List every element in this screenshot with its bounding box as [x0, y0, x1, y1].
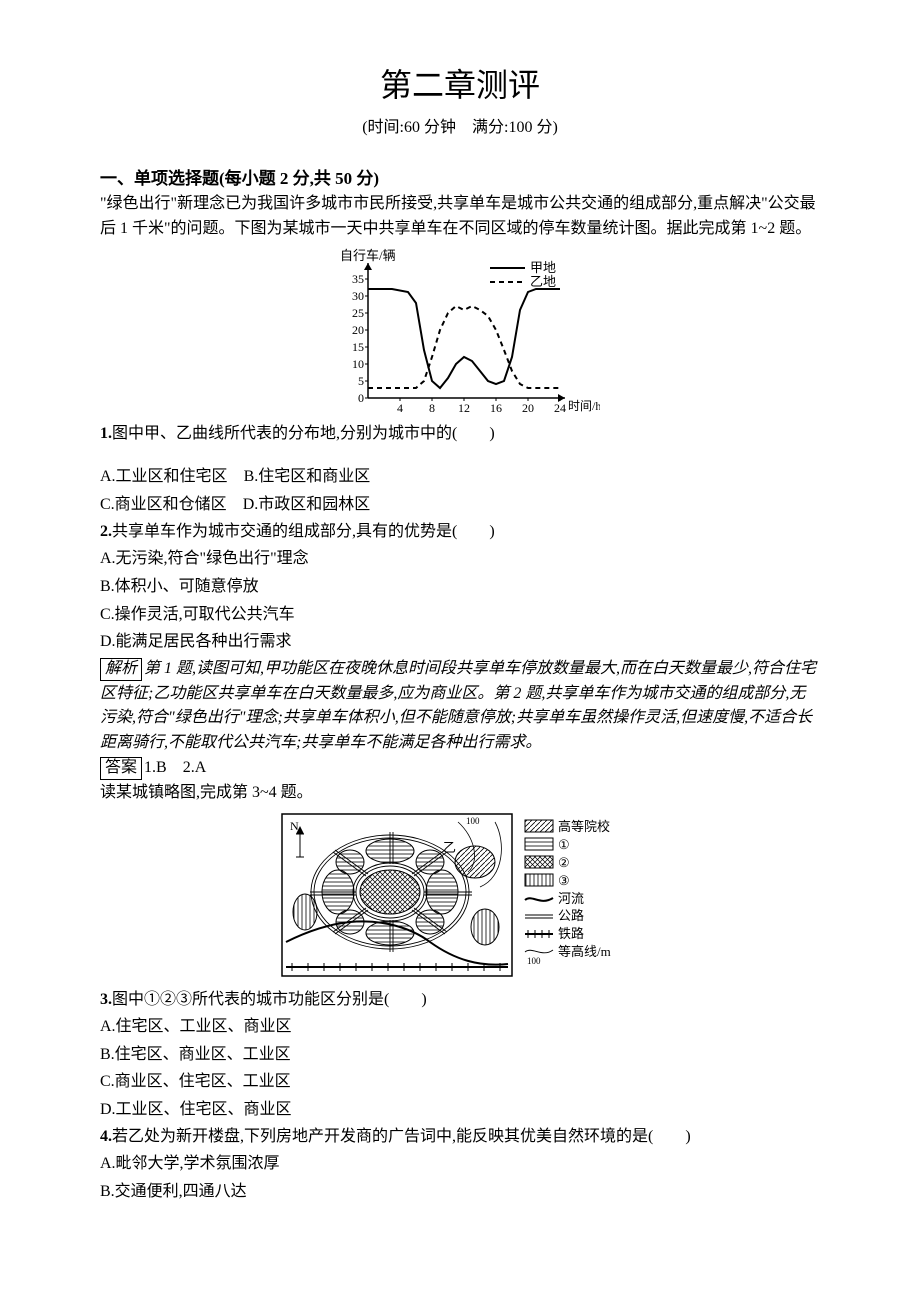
contour-label: 100 [466, 816, 480, 826]
map-legend: 高等院校 ① ② ③ 河流 公路 铁路 100 等高线/m [525, 819, 611, 966]
svg-text:16: 16 [490, 401, 502, 415]
chart-bike-count: 自行车/辆 甲地 乙地 时间/h 0 5 10 15 20 25 30 35 [100, 248, 820, 418]
series-b [368, 306, 560, 388]
svg-text:20: 20 [522, 401, 534, 415]
q1-options-row1: A.工业区和住宅区 B.住宅区和商业区 [100, 464, 820, 490]
q2-A: A.无污染,符合"绿色出行"理念 [100, 546, 820, 572]
svg-text:30: 30 [352, 289, 364, 303]
q3-stem: 3.图中①②③所代表的城市功能区分别是( ) [100, 988, 820, 1013]
svg-text:0: 0 [358, 391, 364, 405]
y-ticks: 0 5 10 15 20 25 30 35 [352, 272, 368, 405]
svg-text:35: 35 [352, 272, 364, 286]
page-subtitle: (时间:60 分钟 满分:100 分) [100, 115, 820, 141]
svg-text:15: 15 [352, 340, 364, 354]
legend-a: 甲地 [530, 260, 556, 275]
svg-text:铁路: 铁路 [558, 926, 584, 941]
svg-text:5: 5 [358, 374, 364, 388]
answer-1-2: 答案1.B 2.A [100, 756, 820, 781]
svg-text:4: 4 [397, 401, 403, 415]
q3-A: A.住宅区、工业区、商业区 [100, 1014, 820, 1040]
svg-text:①: ① [558, 837, 570, 852]
legend-b: 乙地 [530, 274, 556, 289]
q3-D: D.工业区、住宅区、商业区 [100, 1097, 820, 1123]
q4-A: A.毗邻大学,学术氛围浓厚 [100, 1151, 820, 1177]
svg-text:8: 8 [429, 401, 435, 415]
svg-text:10: 10 [352, 357, 364, 371]
svg-text:高等院校: 高等院校 [558, 819, 610, 834]
chart-xlabel: 时间/h [568, 399, 600, 413]
svg-text:等高线/m: 等高线/m [558, 944, 611, 959]
section-heading: 一、单项选择题(每小题 2 分,共 50 分) [100, 165, 820, 192]
town-map: N 100 [100, 812, 820, 982]
svg-text:100: 100 [527, 956, 541, 966]
svg-text:公路: 公路 [558, 908, 584, 923]
q2-C: C.操作灵活,可取代公共汽车 [100, 602, 820, 628]
svg-text:河流: 河流 [558, 891, 584, 906]
q3-B: B.住宅区、商业区、工业区 [100, 1042, 820, 1068]
chart-ylabel: 自行车/辆 [340, 248, 396, 263]
svg-text:24: 24 [554, 401, 566, 415]
svg-text:12: 12 [458, 401, 470, 415]
svg-text:20: 20 [352, 323, 364, 337]
svg-text:②: ② [558, 855, 570, 870]
x-ticks: 4 8 12 16 20 24 [397, 398, 566, 415]
intro-text-3-4: 读某城镇略图,完成第 3~4 题。 [100, 781, 820, 806]
q4-stem: 4.若乙处为新开楼盘,下列房地产开发商的广告词中,能反映其优美自然环境的是( ) [100, 1125, 820, 1150]
q2-D: D.能满足居民各种出行需求 [100, 629, 820, 655]
q4-B: B.交通便利,四通八达 [100, 1179, 820, 1205]
series-a [368, 289, 560, 388]
q1-stem: 1.图中甲、乙曲线所代表的分布地,分别为城市中的( ) [100, 422, 820, 447]
label-yi: 乙 [443, 840, 456, 855]
explanation-1-2: 解析第 1 题,读图可知,甲功能区在夜晚休息时间段共享单车停放数量最大,而在白天… [100, 657, 820, 756]
q1-options-row2: C.商业区和仓储区 D.市政区和园林区 [100, 492, 820, 518]
svg-text:25: 25 [352, 306, 364, 320]
q2-stem: 2.共享单车作为城市交通的组成部分,具有的优势是( ) [100, 520, 820, 545]
q2-B: B.体积小、可随意停放 [100, 574, 820, 600]
q3-C: C.商业区、住宅区、工业区 [100, 1069, 820, 1095]
page-title: 第二章测评 [100, 60, 820, 111]
svg-text:③: ③ [558, 873, 570, 888]
intro-text-1-2: "绿色出行"新理念已为我国许多城市市民所接受,共享单车是城市公共交通的组成部分,… [100, 192, 820, 242]
